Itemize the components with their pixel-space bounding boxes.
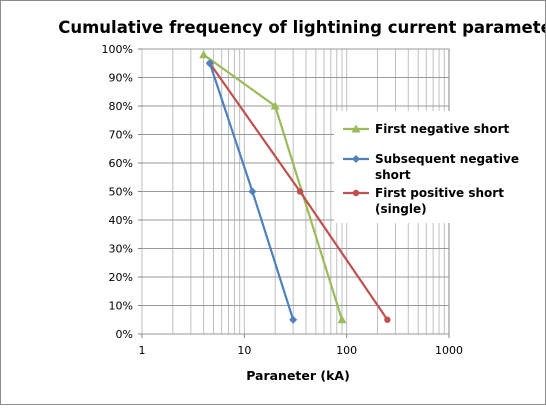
y-tick-label: 30% — [109, 243, 133, 256]
data-point — [296, 188, 304, 195]
x-axis-title: Paraneter (kA) — [246, 368, 350, 383]
legend-swatch-marker — [352, 155, 360, 163]
series-layer — [199, 50, 391, 324]
legend-entry: First positive short (single) — [343, 186, 504, 216]
legend-label: Subsequent negative — [375, 152, 519, 166]
legend-swatch-marker — [351, 124, 361, 133]
data-point — [248, 187, 257, 196]
series-0 — [199, 50, 347, 324]
legend-entry: First negative short — [343, 122, 509, 136]
legend-label: (single) — [375, 202, 427, 216]
y-tick-label: 40% — [109, 214, 133, 227]
legend-label: First positive short — [375, 186, 504, 200]
y-tick-label: 90% — [109, 72, 133, 85]
y-tick-label: 100% — [102, 43, 133, 56]
x-tick-label: 1 — [139, 344, 146, 357]
x-tick-label: 100 — [336, 344, 357, 357]
data-point — [289, 315, 298, 324]
legend-entry: Subsequent negative short — [343, 152, 519, 182]
series-1 — [205, 59, 298, 324]
y-tick-label: 80% — [109, 100, 133, 113]
data-point — [337, 315, 347, 324]
legend-swatch-marker — [352, 189, 360, 197]
series-line — [202, 53, 344, 321]
data-point — [205, 59, 214, 68]
data-point — [270, 101, 280, 110]
y-tick-label: 0% — [116, 328, 133, 341]
y-tick-label: 70% — [109, 129, 133, 142]
legend: First negative short Subsequent negative s… — [334, 111, 519, 223]
y-tick-label: 50% — [109, 186, 133, 199]
y-tick-label: 10% — [109, 300, 133, 313]
chart-title: Cumulative frequency of lightining curre… — [58, 18, 545, 37]
y-tick-label: 60% — [109, 157, 133, 170]
legend-label: short — [375, 168, 411, 182]
axis-labels: 0% 10% 20% 30% 40% 50% 60% 70% 80% 90% 100% 1 10 100 1… — [102, 43, 463, 357]
legend-label: First negative short — [375, 122, 509, 136]
y-tick-label: 20% — [109, 271, 133, 284]
data-point — [384, 316, 391, 323]
data-point — [199, 50, 209, 59]
x-tick-label: 1000 — [435, 344, 463, 357]
x-tick-label: 10 — [237, 344, 251, 357]
